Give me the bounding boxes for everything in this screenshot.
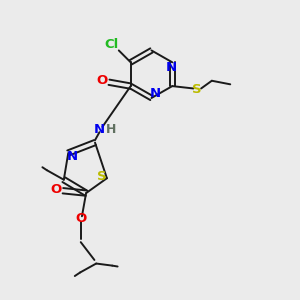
Text: N: N bbox=[149, 87, 161, 101]
Text: O: O bbox=[51, 183, 62, 196]
Text: S: S bbox=[97, 170, 107, 183]
Text: Cl: Cl bbox=[105, 38, 119, 51]
Text: S: S bbox=[192, 82, 202, 96]
Text: H: H bbox=[106, 123, 116, 136]
Text: O: O bbox=[75, 212, 86, 225]
Text: N: N bbox=[94, 123, 105, 136]
Text: O: O bbox=[97, 74, 108, 87]
Text: N: N bbox=[66, 150, 77, 163]
Text: N: N bbox=[165, 61, 176, 74]
